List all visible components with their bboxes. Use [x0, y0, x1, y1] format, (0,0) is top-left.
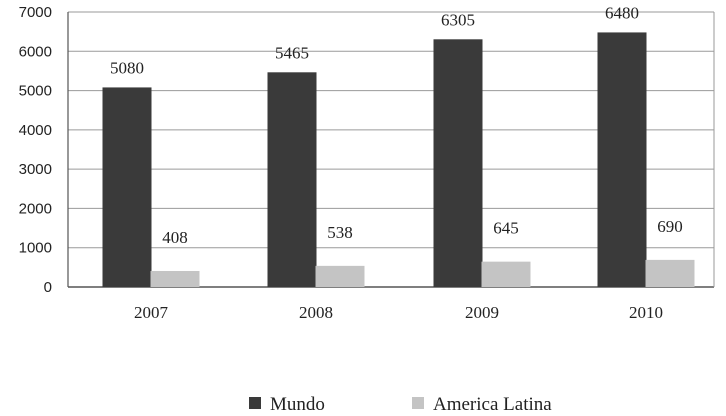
y-tick-label: 7000 [19, 4, 52, 21]
y-tick-label: 4000 [19, 122, 52, 139]
bar-america-latina-2010 [645, 259, 695, 287]
data-label: 6480 [605, 3, 639, 22]
x-tick-label: 2010 [629, 303, 663, 322]
legend-label: Mundo [270, 394, 325, 415]
legend-swatch [412, 397, 424, 409]
data-label: 6305 [441, 10, 475, 29]
bar-mundo-2010 [597, 32, 647, 287]
legend-swatch [249, 397, 261, 409]
data-label: 5465 [275, 43, 309, 62]
bar-mundo-2009 [433, 39, 483, 287]
bar-series: 5080 5465 6305 6480 408 538 645 690 [102, 3, 695, 287]
bar-mundo-2007 [102, 87, 152, 287]
y-tick-label: 2000 [19, 200, 52, 217]
bar-mundo-2008 [267, 72, 317, 287]
legend: Mundo America Latina [249, 394, 552, 415]
data-label: 5080 [110, 58, 144, 77]
bar-america-latina-2009 [481, 261, 531, 287]
x-tick-label: 2007 [134, 303, 169, 322]
y-tick-label: 5000 [19, 83, 52, 100]
data-label: 408 [162, 228, 188, 247]
data-label: 538 [327, 223, 353, 242]
y-tick-label: 3000 [19, 161, 52, 178]
bar-america-latina-2007 [150, 270, 200, 287]
data-label: 645 [493, 219, 519, 238]
x-axis-labels: 2007 2008 2009 2010 [134, 303, 663, 322]
x-tick-label: 2008 [299, 303, 333, 322]
y-tick-label: 0 [44, 279, 52, 296]
legend-label: America Latina [433, 394, 552, 415]
y-tick-label: 1000 [19, 240, 52, 257]
y-tick-label: 6000 [19, 43, 52, 60]
x-tick-label: 2009 [465, 303, 499, 322]
bar-america-latina-2008 [315, 265, 365, 287]
y-axis-ticks: 0 1000 2000 3000 4000 5000 6000 7000 [19, 4, 52, 296]
data-label: 690 [657, 217, 683, 236]
